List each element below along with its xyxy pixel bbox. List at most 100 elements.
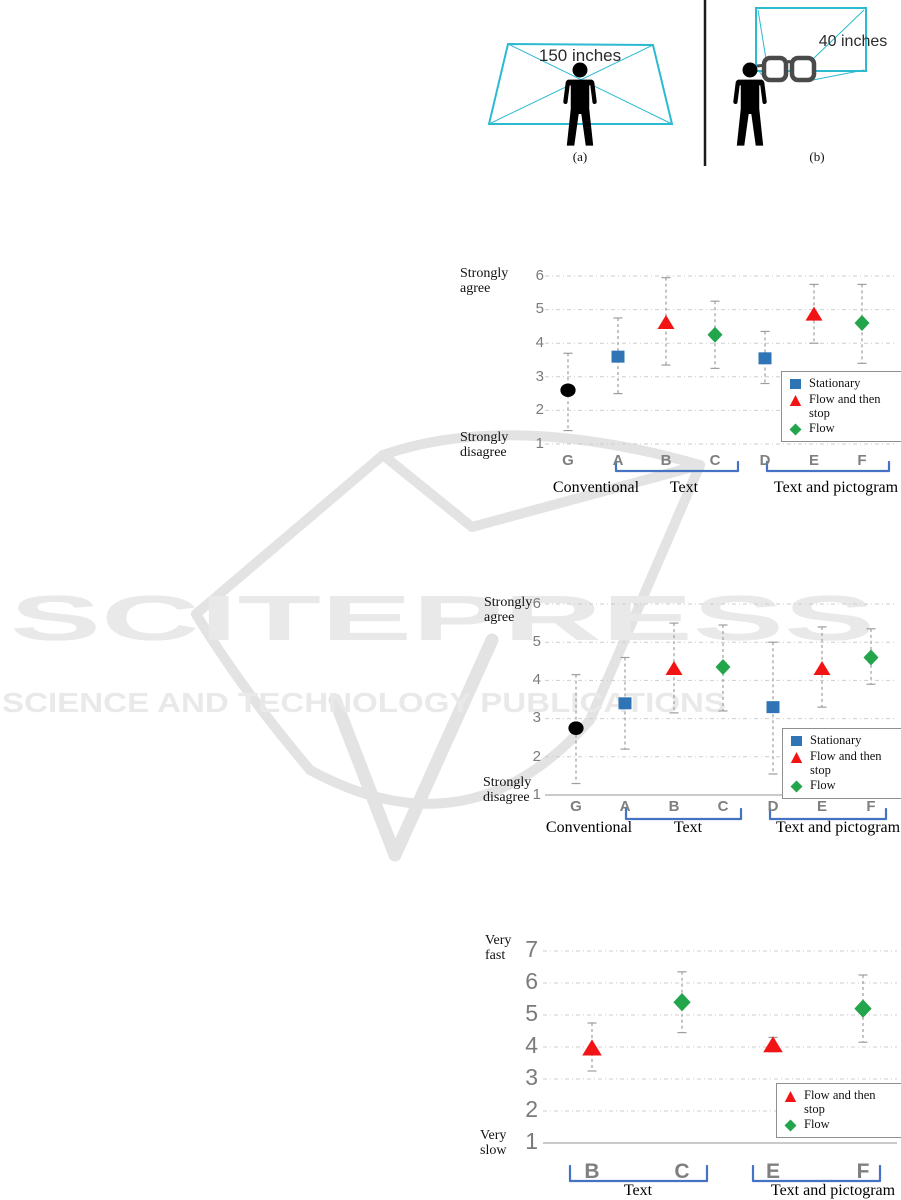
y-tick-label: 4 bbox=[535, 333, 544, 351]
category-label: E bbox=[816, 798, 828, 815]
category-label: A bbox=[612, 452, 624, 469]
y-tick-label: 2 bbox=[525, 1095, 538, 1122]
marker-triangle bbox=[813, 660, 831, 675]
marker-diamond bbox=[673, 993, 691, 1012]
marker-triangle bbox=[665, 660, 683, 675]
y-tick-label: 3 bbox=[525, 1063, 538, 1090]
category-label: E bbox=[765, 1160, 781, 1183]
watermark-logo: SCITEPRESS bbox=[10, 583, 875, 654]
legend-item: Flow and then stop bbox=[790, 749, 901, 777]
y-tick-label: 1 bbox=[525, 1127, 538, 1154]
y-tick-label: 1 bbox=[532, 785, 541, 803]
y-tick-label: 4 bbox=[525, 1031, 538, 1058]
marker-triangle bbox=[763, 1036, 783, 1053]
viewing-distance-figure bbox=[487, 0, 867, 166]
category-label: B bbox=[584, 1160, 600, 1183]
watermark-subtitle-text: SCIENCE AND TECHNOLOGY PUBLICATIONS bbox=[2, 687, 726, 718]
marker-square bbox=[766, 701, 780, 714]
legend-marker-diamond bbox=[790, 780, 803, 793]
chart1-yaxis-top-label: Strongly agree bbox=[460, 266, 509, 297]
y-tick-label: 1 bbox=[535, 434, 544, 452]
chart3-yaxis-top-label: Very fast bbox=[485, 933, 512, 964]
watermark-logo-text: SCITEPRESS bbox=[10, 583, 875, 654]
watermark-subtitle: SCIENCE AND TECHNOLOGY PUBLICATIONS bbox=[2, 687, 726, 718]
marker-diamond bbox=[863, 649, 879, 666]
group-label: Text bbox=[623, 1182, 653, 1199]
legend-marker-triangle bbox=[784, 1091, 797, 1102]
marker-diamond bbox=[854, 999, 872, 1018]
group-bracket bbox=[624, 807, 743, 821]
y-tick-label: 2 bbox=[535, 401, 544, 419]
group-label: Text bbox=[673, 819, 703, 836]
marker-square bbox=[611, 350, 625, 363]
legend-item-label: Flow and then stop bbox=[810, 749, 882, 777]
legend-item: Stationary bbox=[790, 733, 901, 748]
legend-item-label: Flow bbox=[809, 421, 835, 435]
y-tick-label: 6 bbox=[525, 967, 538, 994]
group-bracket bbox=[614, 460, 740, 473]
group-label: Text and pictogram bbox=[775, 819, 901, 836]
chart2-yaxis-bottom-label: Strongly disagree bbox=[483, 775, 532, 806]
category-label: D bbox=[767, 798, 779, 815]
group-label: Text and pictogram bbox=[770, 1182, 896, 1199]
legend-item: Flow and then stop bbox=[789, 392, 901, 420]
y-tick-label: 4 bbox=[532, 671, 541, 689]
legend-item: Flow bbox=[784, 1117, 898, 1132]
marker-triangle bbox=[582, 1039, 602, 1056]
screen-size-label-a: 150 inches bbox=[538, 46, 622, 65]
legend-marker-triangle bbox=[789, 395, 802, 406]
group-label: Conventional bbox=[552, 479, 640, 496]
book-right-top-edge bbox=[467, 460, 705, 532]
legend-item: Stationary bbox=[789, 376, 901, 391]
category-label: D bbox=[759, 452, 771, 469]
y-tick-label: 5 bbox=[525, 999, 538, 1026]
marker-square bbox=[758, 352, 772, 365]
y-tick-label: 5 bbox=[535, 300, 544, 318]
legend-item-label: Flow and then stop bbox=[809, 392, 881, 420]
chart-legend: Flow and then stop Flow bbox=[776, 1083, 901, 1138]
y-tick-label: 3 bbox=[535, 367, 544, 385]
category-label: B bbox=[668, 798, 680, 815]
group-bracket bbox=[568, 1164, 709, 1183]
marker-square bbox=[618, 697, 632, 710]
y-tick-label: 2 bbox=[532, 747, 541, 765]
legend-marker-square bbox=[790, 379, 801, 389]
chart3-yaxis-bottom-label: Very slow bbox=[480, 1128, 507, 1159]
chart-legend: Stationary Flow and then stop Flow bbox=[781, 371, 901, 442]
category-label: C bbox=[717, 798, 729, 815]
marker-circle bbox=[560, 383, 576, 398]
legend-item: Flow and then stop bbox=[784, 1088, 898, 1116]
legend-item-label: Flow and then stop bbox=[804, 1088, 876, 1116]
category-label: F bbox=[866, 798, 876, 815]
category-label: C bbox=[674, 1160, 690, 1183]
marker-diamond bbox=[707, 326, 723, 343]
legend-item: Flow bbox=[789, 421, 901, 436]
book-ribbon bbox=[328, 633, 499, 862]
group-label: Conventional bbox=[545, 819, 633, 836]
glasses-icon bbox=[756, 55, 817, 83]
marker-diamond bbox=[854, 315, 870, 332]
legend-marker-diamond bbox=[784, 1119, 797, 1132]
marker-diamond bbox=[715, 659, 731, 676]
y-tick-label: 6 bbox=[532, 594, 541, 612]
category-label: F bbox=[857, 452, 867, 469]
chart-legend: Stationary Flow and then stop Flow bbox=[782, 728, 901, 799]
y-tick-label: 3 bbox=[532, 709, 541, 727]
group-label: Text bbox=[669, 479, 699, 496]
category-label: G bbox=[562, 452, 574, 469]
marker-triangle bbox=[657, 315, 675, 330]
marker-triangle bbox=[805, 306, 823, 321]
watermark-book bbox=[191, 430, 705, 862]
legend-marker-diamond bbox=[789, 423, 802, 436]
book-bottom-curve bbox=[305, 715, 595, 809]
category-label: F bbox=[856, 1160, 870, 1183]
legend-item-label: Stationary bbox=[810, 733, 862, 747]
screen-size-label-b: 40 inches bbox=[818, 33, 888, 50]
category-label: E bbox=[808, 452, 820, 469]
legend-marker-triangle bbox=[790, 752, 803, 763]
legend-item-label: Flow bbox=[810, 778, 836, 792]
group-label: Text and pictogram bbox=[773, 479, 899, 496]
legend-marker-square bbox=[791, 736, 802, 746]
legend-item: Flow bbox=[790, 778, 901, 793]
